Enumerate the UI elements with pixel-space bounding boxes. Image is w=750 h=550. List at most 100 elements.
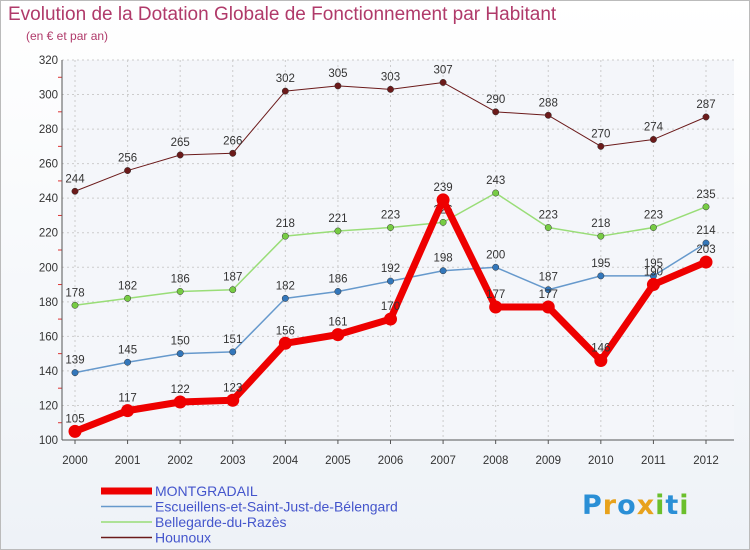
data-label-escueillens-et-saint-just-de-b-lengard: 139: [65, 355, 84, 367]
y-tick-label: 160: [39, 331, 58, 343]
x-tick-label: 2003: [220, 455, 246, 467]
data-point-escueillens-et-saint-just-de-b-lengard: [281, 294, 289, 302]
data-label-escueillens-et-saint-just-de-b-lengard: 195: [644, 258, 663, 270]
data-point-escueillens-et-saint-just-de-b-lengard: [387, 277, 394, 285]
x-tick-label: 2006: [378, 455, 404, 467]
data-point-montgradail: [226, 393, 240, 407]
plot-area: [62, 60, 734, 440]
logo-letter: P: [582, 490, 603, 521]
x-tick-label: 2000: [62, 455, 88, 467]
data-point-montgradail: [121, 404, 135, 418]
y-tick-label: 280: [39, 124, 58, 136]
data-point-bellegarde-du-raz-s: [229, 286, 237, 294]
data-label-montgradail: 122: [171, 384, 190, 396]
x-tick-label: 2001: [115, 455, 141, 467]
y-tick-label: 240: [39, 193, 58, 205]
data-label-montgradail: 203: [696, 244, 715, 256]
data-label-montgradail: 117: [118, 393, 136, 405]
data-point-escueillens-et-saint-just-de-b-lengard: [334, 288, 342, 295]
data-label-bellegarde-du-raz-s: 223: [381, 210, 400, 222]
data-label-escueillens-et-saint-just-de-b-lengard: 200: [486, 249, 505, 261]
data-point-hounoux: [229, 149, 237, 157]
x-tick-label: 2010: [588, 455, 614, 467]
y-tick-label: 300: [39, 90, 58, 102]
data-label-bellegarde-du-raz-s: 178: [65, 287, 84, 299]
data-point-hounoux: [597, 142, 605, 150]
y-tick-label: 200: [39, 262, 58, 274]
data-point-bellegarde-du-raz-s: [439, 218, 447, 226]
data-label-hounoux: 307: [433, 64, 452, 76]
data-point-montgradail: [699, 255, 713, 269]
data-label-montgradail: 161: [328, 317, 347, 329]
data-point-escueillens-et-saint-just-de-b-lengard: [702, 239, 710, 247]
data-label-escueillens-et-saint-just-de-b-lengard: 214: [696, 225, 716, 237]
data-point-bellegarde-du-raz-s: [124, 294, 132, 302]
data-label-hounoux: 274: [644, 121, 664, 133]
data-label-escueillens-et-saint-just-de-b-lengard: 186: [328, 273, 347, 285]
x-tick-label: 2011: [641, 455, 666, 467]
data-label-bellegarde-du-raz-s: 243: [486, 175, 505, 187]
data-point-hounoux: [281, 87, 289, 95]
data-point-escueillens-et-saint-just-de-b-lengard: [229, 348, 237, 356]
data-label-escueillens-et-saint-just-de-b-lengard: 187: [539, 272, 558, 284]
data-label-hounoux: 256: [118, 153, 137, 165]
y-tick-label: 220: [39, 228, 58, 240]
data-label-montgradail: 105: [65, 413, 84, 425]
data-label-montgradail: 123: [223, 382, 242, 394]
data-point-montgradail: [384, 312, 397, 326]
chart-title: Evolution de la Dotation Globale de Fonc…: [8, 4, 557, 25]
legend-label-hounoux: Hounoux: [155, 530, 211, 546]
data-point-escueillens-et-saint-just-de-b-lengard: [597, 272, 605, 280]
data-label-bellegarde-du-raz-s: 223: [539, 210, 558, 222]
data-label-escueillens-et-saint-just-de-b-lengard: 145: [118, 344, 137, 356]
data-point-bellegarde-du-raz-s: [387, 224, 394, 231]
data-point-escueillens-et-saint-just-de-b-lengard: [71, 369, 79, 377]
data-point-bellegarde-du-raz-s: [176, 288, 184, 295]
data-label-hounoux: 265: [171, 137, 190, 149]
data-point-bellegarde-du-raz-s: [334, 227, 342, 235]
data-label-bellegarde-du-raz-s: 221: [328, 213, 347, 225]
data-point-montgradail: [68, 424, 82, 438]
data-point-hounoux: [71, 187, 79, 195]
data-point-bellegarde-du-raz-s: [544, 224, 552, 231]
logo-letter: t: [665, 490, 680, 521]
x-tick-label: 2005: [325, 455, 351, 467]
y-tick-label: 140: [39, 366, 58, 378]
data-label-hounoux: 244: [65, 173, 85, 185]
data-label-montgradail: 170: [381, 301, 400, 313]
data-point-hounoux: [124, 167, 132, 174]
data-label-escueillens-et-saint-just-de-b-lengard: 192: [381, 263, 400, 275]
data-label-bellegarde-du-raz-s: 223: [644, 210, 663, 222]
data-point-bellegarde-du-raz-s: [71, 301, 79, 309]
data-label-montgradail: 156: [276, 325, 295, 337]
data-label-hounoux: 302: [276, 73, 295, 85]
data-point-escueillens-et-saint-just-de-b-lengard: [176, 350, 184, 358]
logo-letter: i: [679, 490, 690, 521]
data-label-bellegarde-du-raz-s: 235: [696, 189, 715, 201]
x-tick-label: 2008: [483, 455, 509, 467]
data-point-montgradail: [331, 328, 345, 342]
logo-letter: x: [636, 490, 656, 521]
data-point-bellegarde-du-raz-s: [597, 232, 605, 240]
data-point-montgradail: [436, 193, 450, 207]
data-point-escueillens-et-saint-just-de-b-lengard: [439, 267, 447, 275]
data-label-escueillens-et-saint-just-de-b-lengard: 151: [223, 334, 242, 346]
data-label-bellegarde-du-raz-s: 186: [171, 273, 190, 285]
logo-letter: i: [655, 490, 666, 521]
data-point-escueillens-et-saint-just-de-b-lengard: [544, 286, 552, 294]
data-point-bellegarde-du-raz-s: [649, 224, 657, 231]
data-label-hounoux: 266: [223, 135, 242, 147]
data-label-hounoux: 305: [328, 68, 347, 80]
y-tick-label: 100: [39, 435, 58, 447]
data-point-bellegarde-du-raz-s: [702, 203, 710, 211]
data-point-montgradail: [594, 354, 608, 368]
x-tick-label: 2007: [430, 455, 456, 467]
data-point-bellegarde-du-raz-s: [281, 232, 289, 240]
data-label-montgradail: 190: [644, 267, 663, 279]
data-label-hounoux: 270: [591, 128, 610, 140]
data-label-hounoux: 290: [486, 94, 505, 106]
data-label-hounoux: 303: [381, 71, 400, 83]
data-point-hounoux: [334, 82, 342, 90]
data-label-montgradail: 146: [591, 343, 610, 355]
